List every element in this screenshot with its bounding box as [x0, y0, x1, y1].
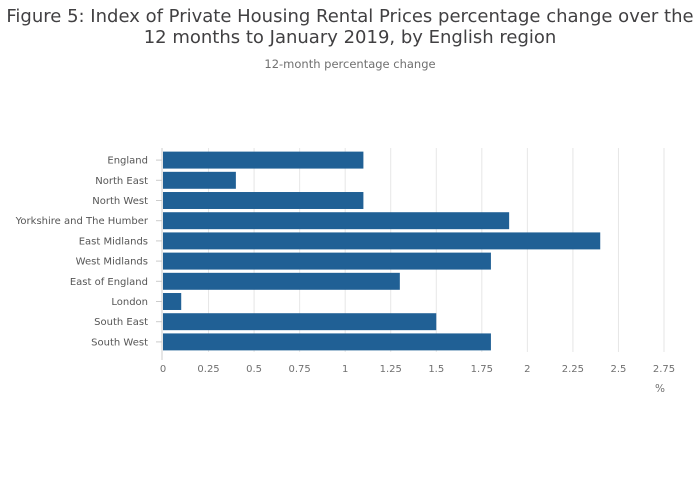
x-tick-label: 0.25 [197, 364, 219, 375]
bar [163, 293, 182, 310]
chart-title-line-1: Figure 5: Index of Private Housing Renta… [6, 6, 694, 27]
chart-subtitle: 12-month percentage change [264, 57, 436, 71]
category-label: England [107, 156, 148, 167]
category-label: North East [95, 176, 148, 187]
bar [163, 272, 400, 290]
category-label: East of England [70, 277, 148, 288]
category-label: West Midlands [76, 257, 148, 268]
category-label: South West [91, 337, 148, 348]
x-tick-label: 1.25 [380, 364, 402, 375]
x-tick-label: 0.5 [246, 364, 262, 375]
bar [163, 313, 437, 331]
x-tick-label: 1.5 [428, 364, 444, 375]
bar [163, 252, 491, 270]
category-label: East Midlands [79, 236, 148, 247]
category-label: North West [92, 196, 148, 207]
x-tick-label: 2.75 [653, 364, 675, 375]
x-tick-label: 1.75 [471, 364, 493, 375]
category-label: Yorkshire and The Humber [15, 216, 149, 227]
chart-title: Figure 5: Index of Private Housing Renta… [0, 6, 700, 48]
x-tick-label: 0.75 [289, 364, 311, 375]
bar [163, 192, 364, 209]
category-label: South East [94, 317, 148, 328]
bar [163, 333, 491, 351]
x-tick-label: 1 [342, 364, 348, 375]
axes: 0 0.25 0.5 0.75 1 1.25 1.5 1.75 2 2.25 2.5 2.75 Engl… [15, 148, 675, 395]
x-tick-label: 0 [160, 364, 166, 375]
bar [163, 212, 510, 230]
x-tick-label: 2.5 [611, 364, 627, 375]
bar [163, 151, 364, 169]
chart-title-line-2: 12 months to January 2019, by English re… [143, 27, 557, 48]
category-label: London [111, 297, 148, 308]
x-tick-label: 2 [524, 364, 530, 375]
bar [163, 171, 236, 189]
bar [163, 232, 601, 250]
bars [163, 151, 601, 351]
x-axis-label: % [655, 383, 665, 395]
x-tick-label: 2.25 [562, 364, 584, 375]
